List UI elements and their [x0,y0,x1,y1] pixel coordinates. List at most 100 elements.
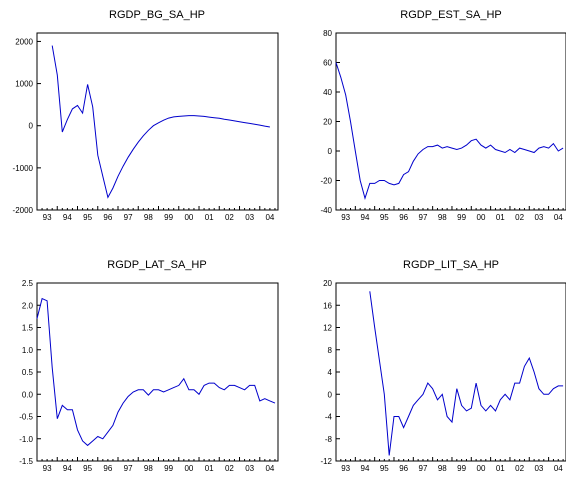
series-line [369,291,564,456]
y-tick-label: -1.5 [19,457,33,466]
x-tick-label: 95 [83,464,92,473]
y-tick-label: 0.0 [22,390,34,399]
plot-frame [36,282,279,462]
x-tick-label: 95 [380,464,389,473]
x-tick-label: 96 [103,464,112,473]
y-tick-label: 1.0 [22,346,34,355]
x-tick-label: 02 [515,464,524,473]
y-tick-label: -2000 [13,206,34,215]
chart-panel-lat: RGDP_LAT_SA_HP 2.5 2.0 1.5 1.0 0.5 0.0 -0.5 -1.… [19,259,279,473]
chart-title: RGDP_EST_SA_HP [400,9,501,21]
y-tick-label: 2.5 [22,279,34,288]
y-axis: 20 16 12 8 4 0 -4 -8 -12 [320,279,340,466]
x-tick-label: 96 [103,213,112,222]
x-tick-label: 99 [164,464,173,473]
x-tick-label: 02 [225,213,234,222]
x-tick-label: 97 [124,464,133,473]
x-tick-label: 99 [457,213,466,222]
x-tick-label: 03 [534,213,543,222]
x-tick-label: 93 [341,464,350,473]
y-tick-label: 1.5 [22,324,34,333]
y-axis: 2.5 2.0 1.5 1.0 0.5 0.0 -0.5 -1.0 -1.5 [19,279,41,466]
y-tick-label: 16 [323,301,332,310]
y-tick-label: 60 [323,59,332,68]
y-tick-label: 4 [328,368,333,377]
x-tick-label: 94 [63,213,72,222]
x-tick-label: 00 [477,464,486,473]
x-axis: 93 94 95 96 97 98 99 00 01 02 03 04 [335,457,564,473]
y-tick-label: 12 [323,324,332,333]
y-tick-label: 0 [328,147,333,156]
x-tick-label: 03 [534,464,543,473]
y-tick-label: 8 [328,346,333,355]
x-tick-label: 96 [399,464,408,473]
x-tick-label: 98 [438,464,447,473]
chart-title: RGDP_LIT_SA_HP [403,259,499,271]
y-tick-label: 40 [323,88,332,97]
y-tick-label: -12 [320,457,332,466]
x-tick-label: 04 [265,213,274,222]
y-tick-label: 0 [29,122,34,131]
x-tick-label: 94 [361,464,370,473]
x-axis: 93 94 95 96 97 98 99 00 01 02 03 04 [36,457,276,473]
x-tick-label: 95 [380,213,389,222]
x-tick-label: 03 [245,464,254,473]
x-tick-label: 01 [496,464,505,473]
x-tick-label: 93 [43,213,52,222]
y-tick-label: -40 [320,206,332,215]
x-tick-label: 99 [457,464,466,473]
y-tick-label: -1000 [13,164,34,173]
y-tick-label: 80 [323,29,332,38]
x-tick-label: 97 [124,213,133,222]
x-tick-label: 97 [419,213,428,222]
chart-title: RGDP_LAT_SA_HP [107,259,206,271]
x-tick-label: 93 [43,464,52,473]
x-tick-label: 04 [265,464,274,473]
series-line [36,297,276,447]
chart-panel-bg: RGDP_BG_SA_HP 2000 1000 0 -1000 -2000 93 94 95… [13,9,279,222]
x-tick-label: 02 [225,464,234,473]
y-axis: 2000 1000 0 -1000 -2000 [13,37,41,215]
y-tick-label: 20 [323,279,332,288]
y-tick-label: -4 [325,413,333,422]
x-tick-label: 01 [205,213,214,222]
y-axis: 80 60 40 20 0 -20 -40 [320,29,340,215]
series-line [51,45,270,199]
plot-frame [36,32,279,211]
x-tick-label: 93 [341,213,350,222]
x-tick-label: 98 [144,464,153,473]
chart-panel-est: RGDP_EST_SA_HP 80 60 40 20 0 -20 -40 93 94 95 96 9… [320,9,566,222]
x-tick-label: 04 [554,213,563,222]
chart-panel-lit: RGDP_LIT_SA_HP 20 16 12 8 4 0 -4 -8 -12 93 94 95 96… [320,259,566,473]
x-tick-label: 00 [184,464,193,473]
series-line [335,62,564,200]
x-tick-label: 00 [184,213,193,222]
x-tick-label: 02 [515,213,524,222]
x-tick-label: 94 [361,213,370,222]
y-tick-label: -20 [320,177,332,186]
x-tick-label: 01 [205,464,214,473]
y-tick-label: 0 [328,390,333,399]
x-tick-label: 00 [477,213,486,222]
y-tick-label: 20 [323,118,332,127]
x-tick-label: 97 [419,464,428,473]
x-axis: 93 94 95 96 97 98 99 00 01 02 03 04 [36,206,276,222]
x-tick-label: 99 [164,213,173,222]
y-tick-label: 2000 [15,37,33,46]
x-tick-label: 03 [245,213,254,222]
y-tick-label: -0.5 [19,413,33,422]
y-tick-label: -8 [325,435,333,444]
plot-frame [335,282,566,462]
x-tick-label: 94 [63,464,72,473]
x-tick-label: 96 [399,213,408,222]
y-tick-label: 0.5 [22,368,34,377]
x-tick-label: 95 [83,213,92,222]
chart-title: RGDP_BG_SA_HP [109,9,205,21]
x-tick-label: 04 [554,464,563,473]
y-tick-label: 1000 [15,80,33,89]
x-tick-label: 98 [438,213,447,222]
x-tick-label: 98 [144,213,153,222]
y-tick-label: 2.0 [22,301,34,310]
y-tick-label: -1.0 [19,435,33,444]
